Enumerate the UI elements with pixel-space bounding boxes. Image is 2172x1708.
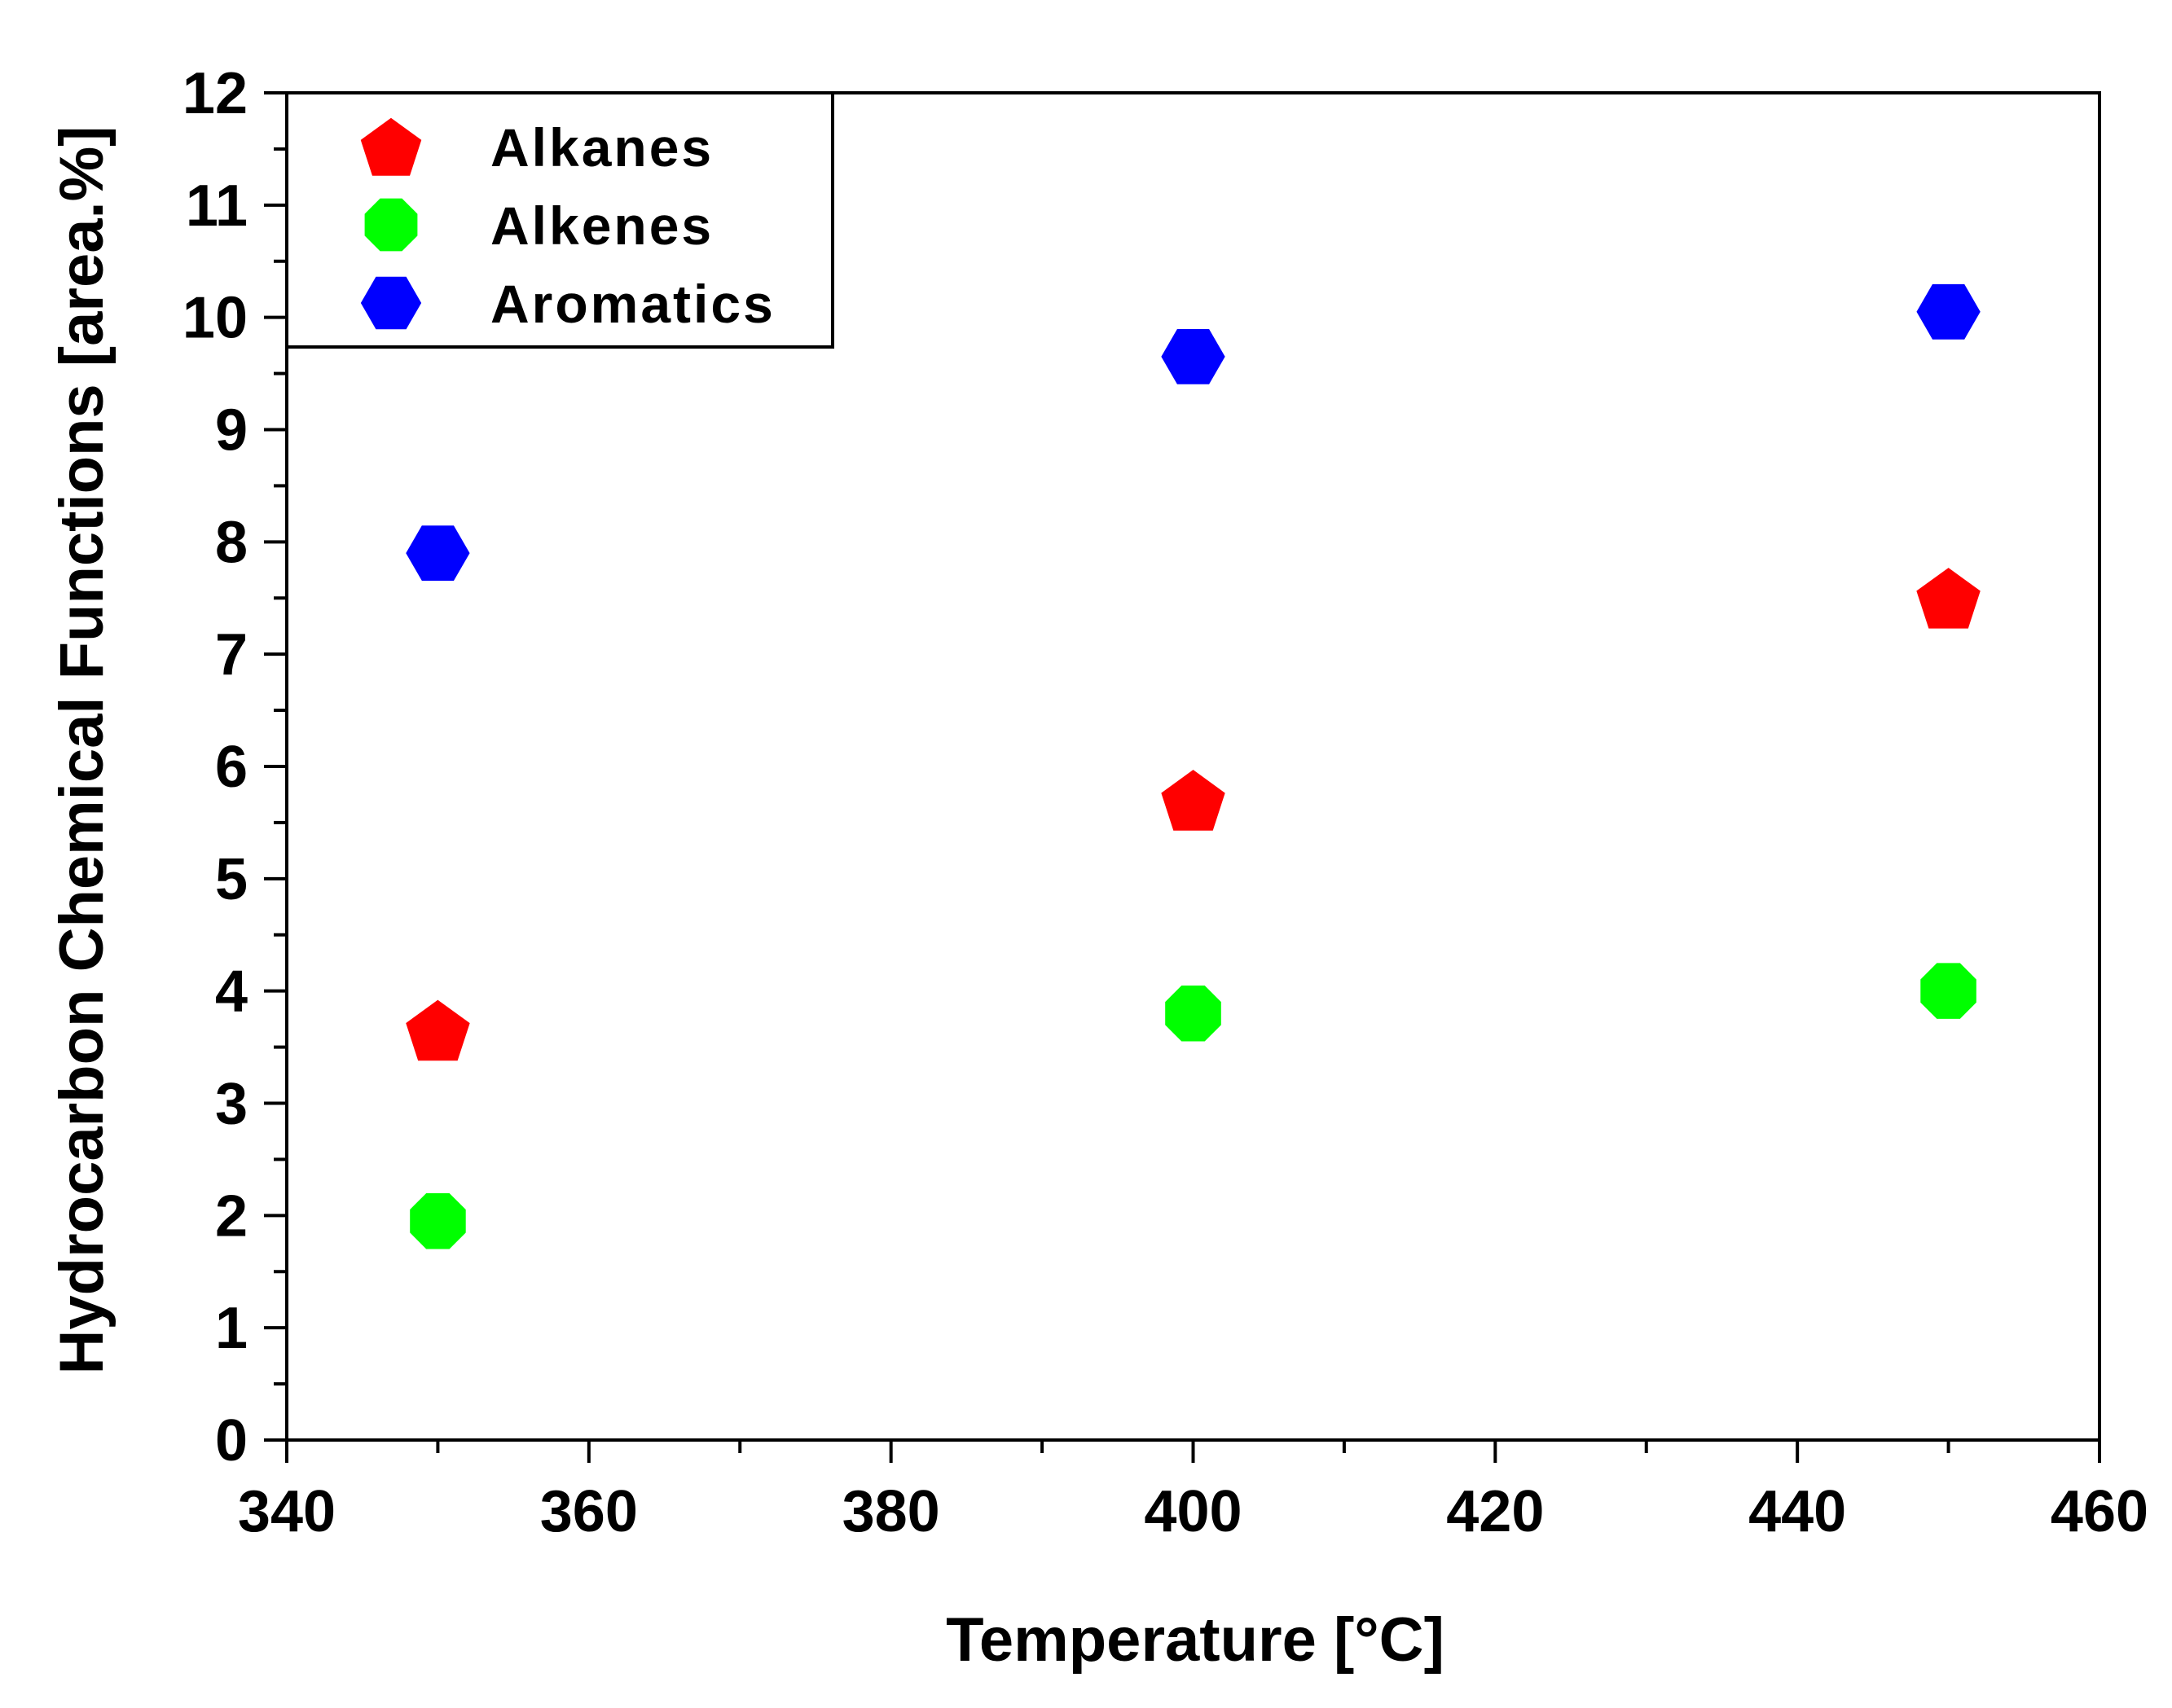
legend-alkenes-label: Alkenes: [490, 195, 714, 256]
alkanes-point: [406, 999, 470, 1061]
y-tick-label: 1: [215, 1296, 248, 1361]
plot-frame: [285, 91, 2101, 1442]
aromatics-point: [1916, 283, 1981, 340]
x-axis-title: Temperature [°C]: [946, 1605, 1444, 1675]
alkenes-point: [1920, 963, 1976, 1019]
alkenes-point: [410, 1193, 466, 1249]
y-tick-label: 3: [215, 1072, 248, 1137]
alkenes-point: [1165, 986, 1221, 1042]
y-tick-label: 2: [215, 1183, 248, 1249]
y-tick-label: 6: [215, 735, 248, 800]
y-tick-label: 8: [215, 510, 248, 575]
y-tick-label: 0: [215, 1408, 248, 1473]
legend-aromatics-label: Aromatics: [490, 274, 776, 334]
legend-alkenes-marker: [364, 198, 418, 252]
aromatics-point: [406, 525, 470, 581]
x-tick-label: 380: [842, 1479, 940, 1544]
y-tick-label: 4: [215, 959, 248, 1025]
y-tick-label: 5: [215, 847, 248, 912]
y-tick-label: 11: [186, 173, 248, 239]
x-tick-label: 360: [540, 1479, 638, 1544]
y-axis-title: Hydrocarbon Chemical Functions [area.%]: [47, 126, 117, 1375]
x-tick-label: 460: [2051, 1479, 2148, 1544]
legend-aromatics-marker: [360, 276, 422, 330]
x-tick-label: 440: [1748, 1479, 1846, 1544]
alkanes-point: [1916, 568, 1981, 629]
y-tick-label: 7: [215, 622, 248, 687]
legend-alkanes-label: Alkanes: [490, 117, 714, 178]
y-tick-label: 9: [215, 398, 248, 463]
y-tick-label: 12: [182, 61, 248, 126]
aromatics-point: [1161, 329, 1225, 384]
alkanes-point: [1161, 770, 1225, 831]
legend-alkanes-marker: [360, 117, 422, 176]
x-tick-label: 340: [238, 1479, 336, 1544]
x-tick-label: 400: [1144, 1479, 1242, 1544]
y-tick-label: 10: [182, 286, 248, 351]
x-tick-label: 420: [1446, 1479, 1544, 1544]
